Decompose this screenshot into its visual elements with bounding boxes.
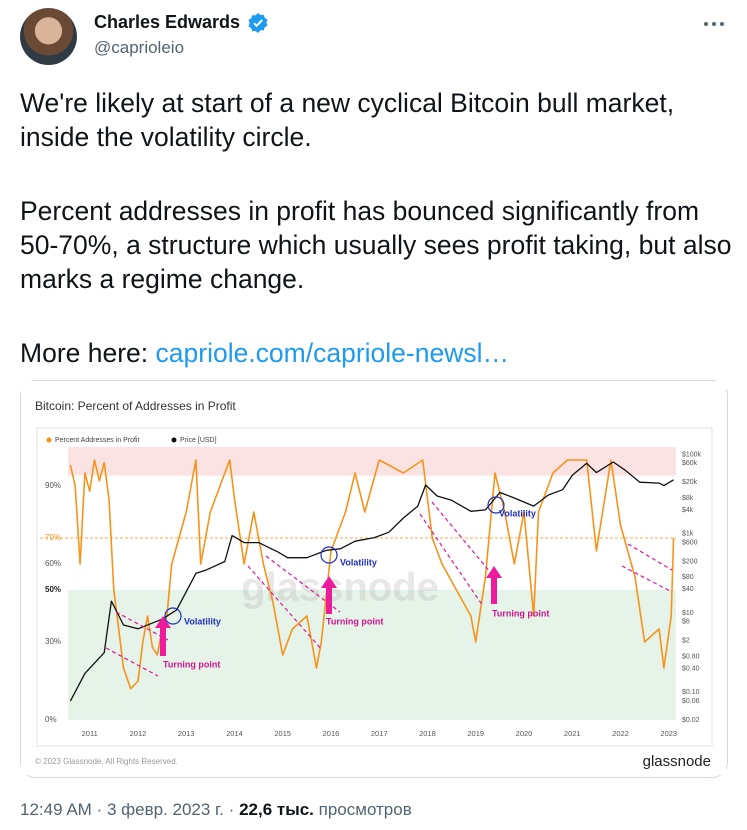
x-tick-label: 2022 — [612, 729, 629, 738]
band — [68, 447, 676, 476]
volatility-circle — [487, 496, 505, 514]
x-tick-label: 2011 — [82, 729, 98, 738]
more-label: More here: — [20, 338, 149, 368]
y2-tick-label: $0.02 — [682, 717, 700, 724]
brand: glassnode — [643, 753, 711, 770]
y-tick-label: 60% — [45, 559, 61, 568]
y2-tick-label: $1k — [682, 531, 694, 538]
legend-label: Price [USD] — [180, 437, 217, 444]
x-tick-label: 2023 — [660, 729, 677, 738]
x-tick-label: 2019 — [467, 729, 484, 738]
trend-line — [431, 501, 496, 579]
avatar[interactable] — [20, 8, 77, 65]
annotation: Turning point — [326, 616, 383, 626]
x-tick-label: 2013 — [178, 729, 195, 738]
y-tick-label: 90% — [45, 481, 61, 490]
trend-line — [247, 565, 323, 651]
paragraph: We're likely at start of a new cyclical … — [20, 88, 675, 152]
tweet-meta: 12:49 AM · 3 февр. 2023 г. · 22,6 тыс. п… — [20, 800, 412, 820]
arrow — [321, 576, 337, 614]
y2-tick-label: $10 — [682, 610, 694, 617]
annotation: Turning point — [163, 659, 220, 669]
y-tick-label: 0% — [45, 715, 57, 724]
legend-swatch — [171, 437, 177, 443]
y2-tick-label: $80 — [682, 574, 694, 581]
author-name[interactable]: Charles Edwards — [94, 12, 241, 32]
volatility-circle — [164, 607, 182, 625]
x-tick-label: 2014 — [226, 729, 243, 738]
y2-tick-label: $20k — [682, 479, 698, 486]
views: 22,6 тыс. — [239, 800, 314, 819]
y2-tick-label: $8k — [682, 495, 694, 502]
y-tick-label: 30% — [45, 637, 61, 646]
y-tick-label: 70% — [45, 533, 61, 542]
media-card[interactable] — [20, 380, 728, 778]
verified-badge — [248, 13, 268, 33]
tweet-text: We're likely at start of a new cyclical … — [20, 86, 732, 410]
copyright: © 2023 Glassnode. All Rights Reserved. — [35, 757, 178, 766]
x-tick-label: 2015 — [274, 729, 291, 738]
link[interactable]: capriole.com/capriole-newsl… — [155, 338, 509, 368]
y2-tick-label: $100k — [682, 451, 702, 458]
x-tick-label: 2017 — [371, 729, 388, 738]
watermark: glassnode — [241, 566, 439, 610]
trend-line — [115, 611, 169, 641]
band — [68, 590, 676, 720]
annotation: Turning point — [492, 608, 549, 618]
paragraph: Percent addresses in profit has bounced … — [20, 196, 732, 294]
arrow — [155, 616, 171, 656]
x-tick-label: 2016 — [323, 729, 340, 738]
annotation: Volatility — [184, 616, 221, 626]
trend-line — [105, 647, 159, 677]
y2-tick-label: $60k — [682, 460, 698, 467]
annotation: Volatility — [499, 508, 536, 518]
y2-tick-label: $0.10 — [682, 689, 700, 696]
x-tick-label: 2012 — [130, 729, 147, 738]
x-tick-label: 2018 — [419, 729, 436, 738]
chart-title: Bitcoin: Percent of Addresses in Profit — [35, 399, 236, 413]
trend-line — [419, 513, 484, 607]
chart: Bitcoin: Percent of Addresses in Profit … — [21, 381, 726, 775]
y2-tick-label: $600 — [682, 539, 698, 546]
y2-tick-label: $0.80 — [682, 653, 700, 660]
author-handle[interactable]: @caprioleio — [94, 38, 185, 57]
more-menu[interactable] — [700, 14, 728, 34]
annotation: Volatility — [340, 557, 377, 567]
y2-tick-label: $200 — [682, 558, 698, 565]
separator: · — [228, 800, 235, 819]
date[interactable]: 3 февр. 2023 г. — [106, 800, 224, 819]
separator: · — [96, 800, 103, 819]
y2-tick-label: $40 — [682, 586, 694, 593]
y2-tick-label: $4k — [682, 507, 694, 514]
y2-tick-label: $6 — [682, 619, 690, 626]
y2-tick-label: $2 — [682, 638, 690, 645]
series-line — [69, 459, 675, 690]
legend-label: Percent Addresses in Profit — [55, 437, 139, 444]
legend-swatch — [46, 437, 52, 443]
x-tick-label: 2021 — [564, 729, 581, 738]
trend-line — [621, 565, 673, 593]
series-line — [69, 461, 674, 702]
plot-frame — [36, 427, 713, 747]
views-label: просмотров — [318, 800, 412, 819]
y2-tick-label: $0.40 — [682, 665, 700, 672]
trend-line — [627, 543, 673, 571]
y2-tick-label: $0.06 — [682, 698, 700, 705]
time[interactable]: 12:49 AM — [20, 800, 92, 819]
x-tick-label: 2020 — [516, 729, 533, 738]
volatility-circle — [320, 546, 338, 564]
y-tick-label: 50% — [45, 585, 61, 594]
arrow — [486, 566, 502, 604]
paragraph: More here: capriole.com/capriole-newsl… — [20, 336, 732, 370]
